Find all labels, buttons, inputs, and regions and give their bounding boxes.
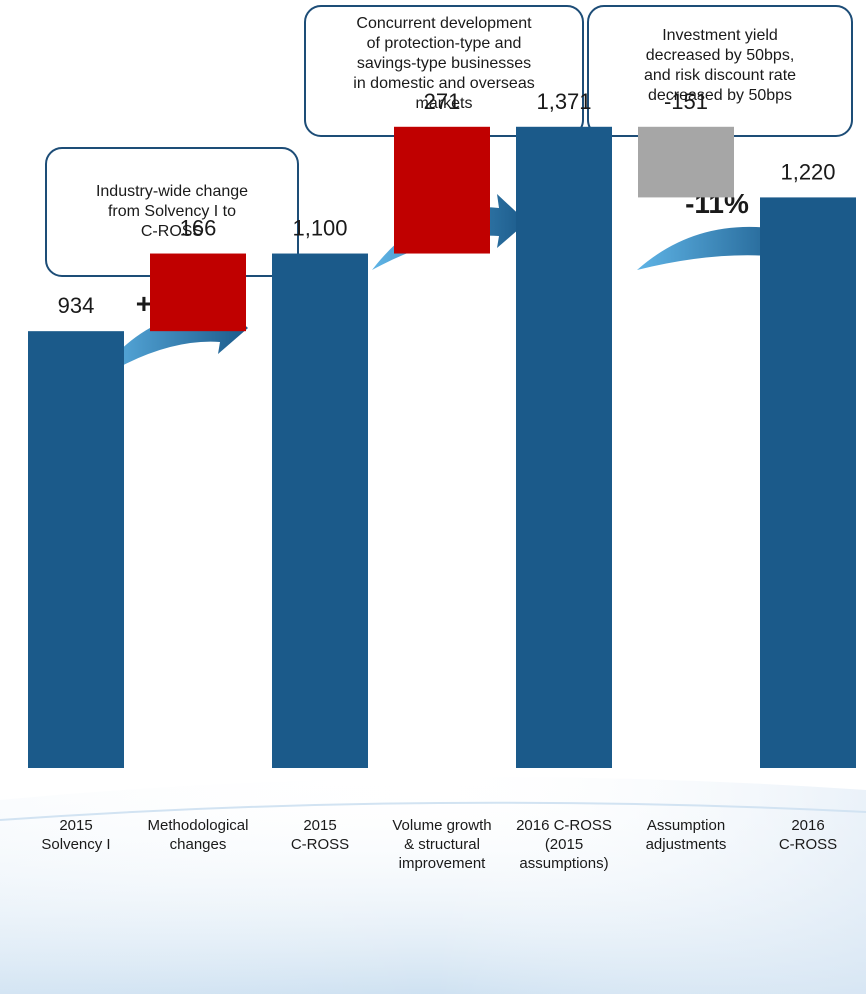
- category-label: 2015 Solvency I: [41, 817, 110, 853]
- bar-total: [516, 126, 612, 768]
- category-label: 2016 C-ROSS: [779, 817, 837, 853]
- category-label: Assumption adjustments: [646, 817, 727, 853]
- value-label: 1,100: [292, 216, 347, 241]
- category-label: 2016 C-ROSS (2015 assumptions): [516, 817, 612, 872]
- bar-increase: [394, 126, 490, 254]
- category-axis: 2015 Solvency I Methodological changes 2015 C…: [41, 817, 837, 872]
- bar-decrease: [638, 126, 734, 198]
- bar-total: [760, 197, 856, 768]
- callout-layer: Industry-wide change from Solvency I to C-…: [45, 5, 853, 277]
- bar-total: [28, 331, 124, 768]
- value-label-layer: 934 166 1,100 271 1,371 -151 1,220: [58, 89, 836, 318]
- value-label: 1,371: [536, 89, 591, 114]
- background-decoration: [0, 777, 866, 994]
- bar-layer: [28, 126, 856, 768]
- curved-arrow-icon: [637, 214, 798, 270]
- value-label: 271: [424, 89, 461, 114]
- bar-increase: [150, 253, 246, 332]
- category-label: Methodological changes: [148, 817, 249, 853]
- value-label: 166: [180, 216, 217, 241]
- annotation-text: Industry-wide change from Solvency I to C-…: [96, 183, 248, 240]
- annotation-text: Investment yield decreased by 50bps, and r…: [644, 27, 796, 104]
- annotation-text: Concurrent development of protection-type…: [353, 15, 534, 112]
- category-label: 2015 C-ROSS: [291, 817, 349, 853]
- value-label: -151: [664, 89, 708, 114]
- bar-total: [272, 253, 368, 768]
- value-label: 934: [58, 293, 95, 318]
- category-label: Volume growth & structural improvement: [392, 817, 491, 872]
- value-label: 1,220: [780, 159, 835, 184]
